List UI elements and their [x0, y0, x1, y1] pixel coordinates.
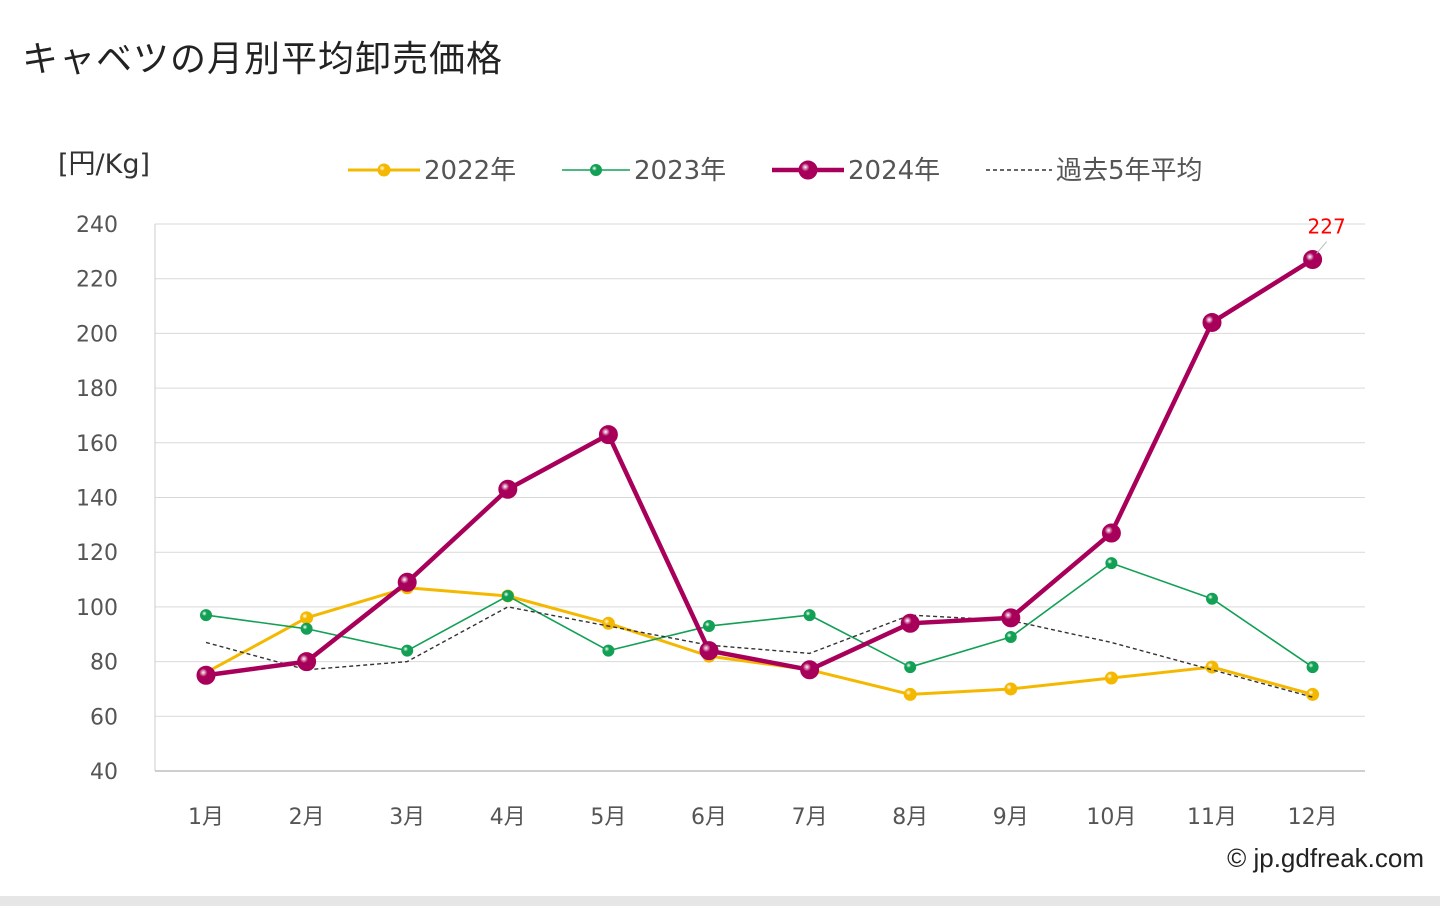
- data-label: 227: [1308, 215, 1346, 239]
- x-tick-label: 11月: [1187, 805, 1237, 830]
- data-point: [397, 572, 417, 592]
- series-line: [205, 606, 1313, 698]
- x-tick-label: 6月: [691, 805, 727, 830]
- series-5: [205, 606, 1313, 698]
- legend-item-2022: 2022年: [348, 156, 516, 186]
- y-axis-unit-label: [円/Kg]: [58, 149, 150, 180]
- data-point: [800, 660, 820, 680]
- footer-band: [0, 896, 1440, 906]
- data-point: [300, 611, 314, 625]
- y-tick-label: 160: [76, 432, 118, 457]
- data-point: [196, 665, 216, 685]
- y-tick-label: 200: [76, 322, 118, 347]
- chart-title: キャベツの月別平均卸売価格: [22, 39, 504, 80]
- data-point: [1206, 592, 1218, 605]
- legend-swatch-marker: [377, 163, 391, 177]
- x-tick-label: 7月: [792, 805, 828, 830]
- data-point: [1004, 682, 1018, 696]
- x-tick-label: 4月: [490, 805, 526, 830]
- y-tick-label: 140: [76, 487, 118, 512]
- data-point: [300, 622, 313, 635]
- data-point: [601, 616, 615, 630]
- x-tick-label: 9月: [993, 805, 1029, 830]
- data-point: [699, 641, 719, 661]
- x-tick-label: 3月: [389, 805, 425, 830]
- data-point: [401, 644, 414, 657]
- data-point: [498, 479, 518, 499]
- legend-item-5: 過去5年平均: [986, 156, 1203, 186]
- data-point: [1303, 250, 1323, 270]
- data-point: [1004, 630, 1017, 643]
- data-point: [501, 589, 514, 602]
- y-tick-label: 120: [76, 541, 118, 566]
- y-tick-label: 40: [90, 760, 118, 785]
- series-line: [205, 586, 1313, 696]
- series-line: [205, 562, 1314, 668]
- legend-label: 過去5年平均: [1056, 156, 1203, 186]
- data-point: [1202, 312, 1222, 332]
- series-line: [205, 257, 1314, 678]
- legend: 2022年 2023年 2024年 過去5年平均: [348, 156, 1203, 186]
- data-point: [903, 687, 917, 701]
- legend-swatch-marker: [798, 160, 818, 180]
- y-tick-label: 80: [90, 651, 118, 676]
- y-tick-label: 60: [90, 705, 118, 730]
- x-tick-label: 8月: [892, 805, 928, 830]
- data-point: [1306, 687, 1320, 701]
- annotation-leader: [1316, 241, 1327, 254]
- axis-layer: 1月 2月 3月 4月 5月 6月 7月 8月 9月 10月 11月 12月: [154, 224, 1365, 830]
- data-point: [598, 425, 618, 445]
- series-2023: [200, 557, 1319, 674]
- data-point: [1105, 557, 1118, 570]
- x-tick-label: 10月: [1086, 805, 1136, 830]
- legend-swatch-marker: [590, 164, 602, 176]
- y-tick-label: 100: [76, 596, 118, 621]
- data-point: [900, 613, 920, 633]
- series-2022: [199, 581, 1320, 701]
- legend-item-2023: 2023年: [562, 156, 726, 186]
- data-point: [803, 609, 816, 622]
- data-point: [1101, 523, 1121, 543]
- y-tick-label: 220: [76, 268, 118, 293]
- legend-label: 2024年: [848, 156, 940, 186]
- x-tick-label: 12月: [1288, 805, 1338, 830]
- x-tick-label: 5月: [590, 805, 626, 830]
- grid-layer: 40 60 80 100 120 140 160 180 200 220 240: [76, 213, 1365, 785]
- data-point: [200, 609, 212, 622]
- y-tick-label: 180: [76, 377, 118, 402]
- y-tick-label: 240: [76, 213, 118, 238]
- legend-label: 2022年: [424, 156, 516, 186]
- copyright-text: © jp.gdfreak.com: [1227, 843, 1424, 873]
- x-tick-label: 2月: [289, 805, 325, 830]
- data-point: [1001, 608, 1021, 628]
- data-point: [1306, 661, 1319, 674]
- series-layer: 227: [196, 215, 1346, 701]
- data-point: [1104, 671, 1118, 685]
- x-tick-label: 1月: [188, 805, 224, 830]
- series-2024: [196, 250, 1323, 685]
- data-point: [602, 644, 615, 657]
- data-point: [297, 652, 317, 672]
- data-point: [703, 620, 715, 633]
- data-point: [904, 661, 917, 674]
- legend-item-2024: 2024年: [772, 156, 940, 186]
- legend-label: 2023年: [634, 156, 726, 186]
